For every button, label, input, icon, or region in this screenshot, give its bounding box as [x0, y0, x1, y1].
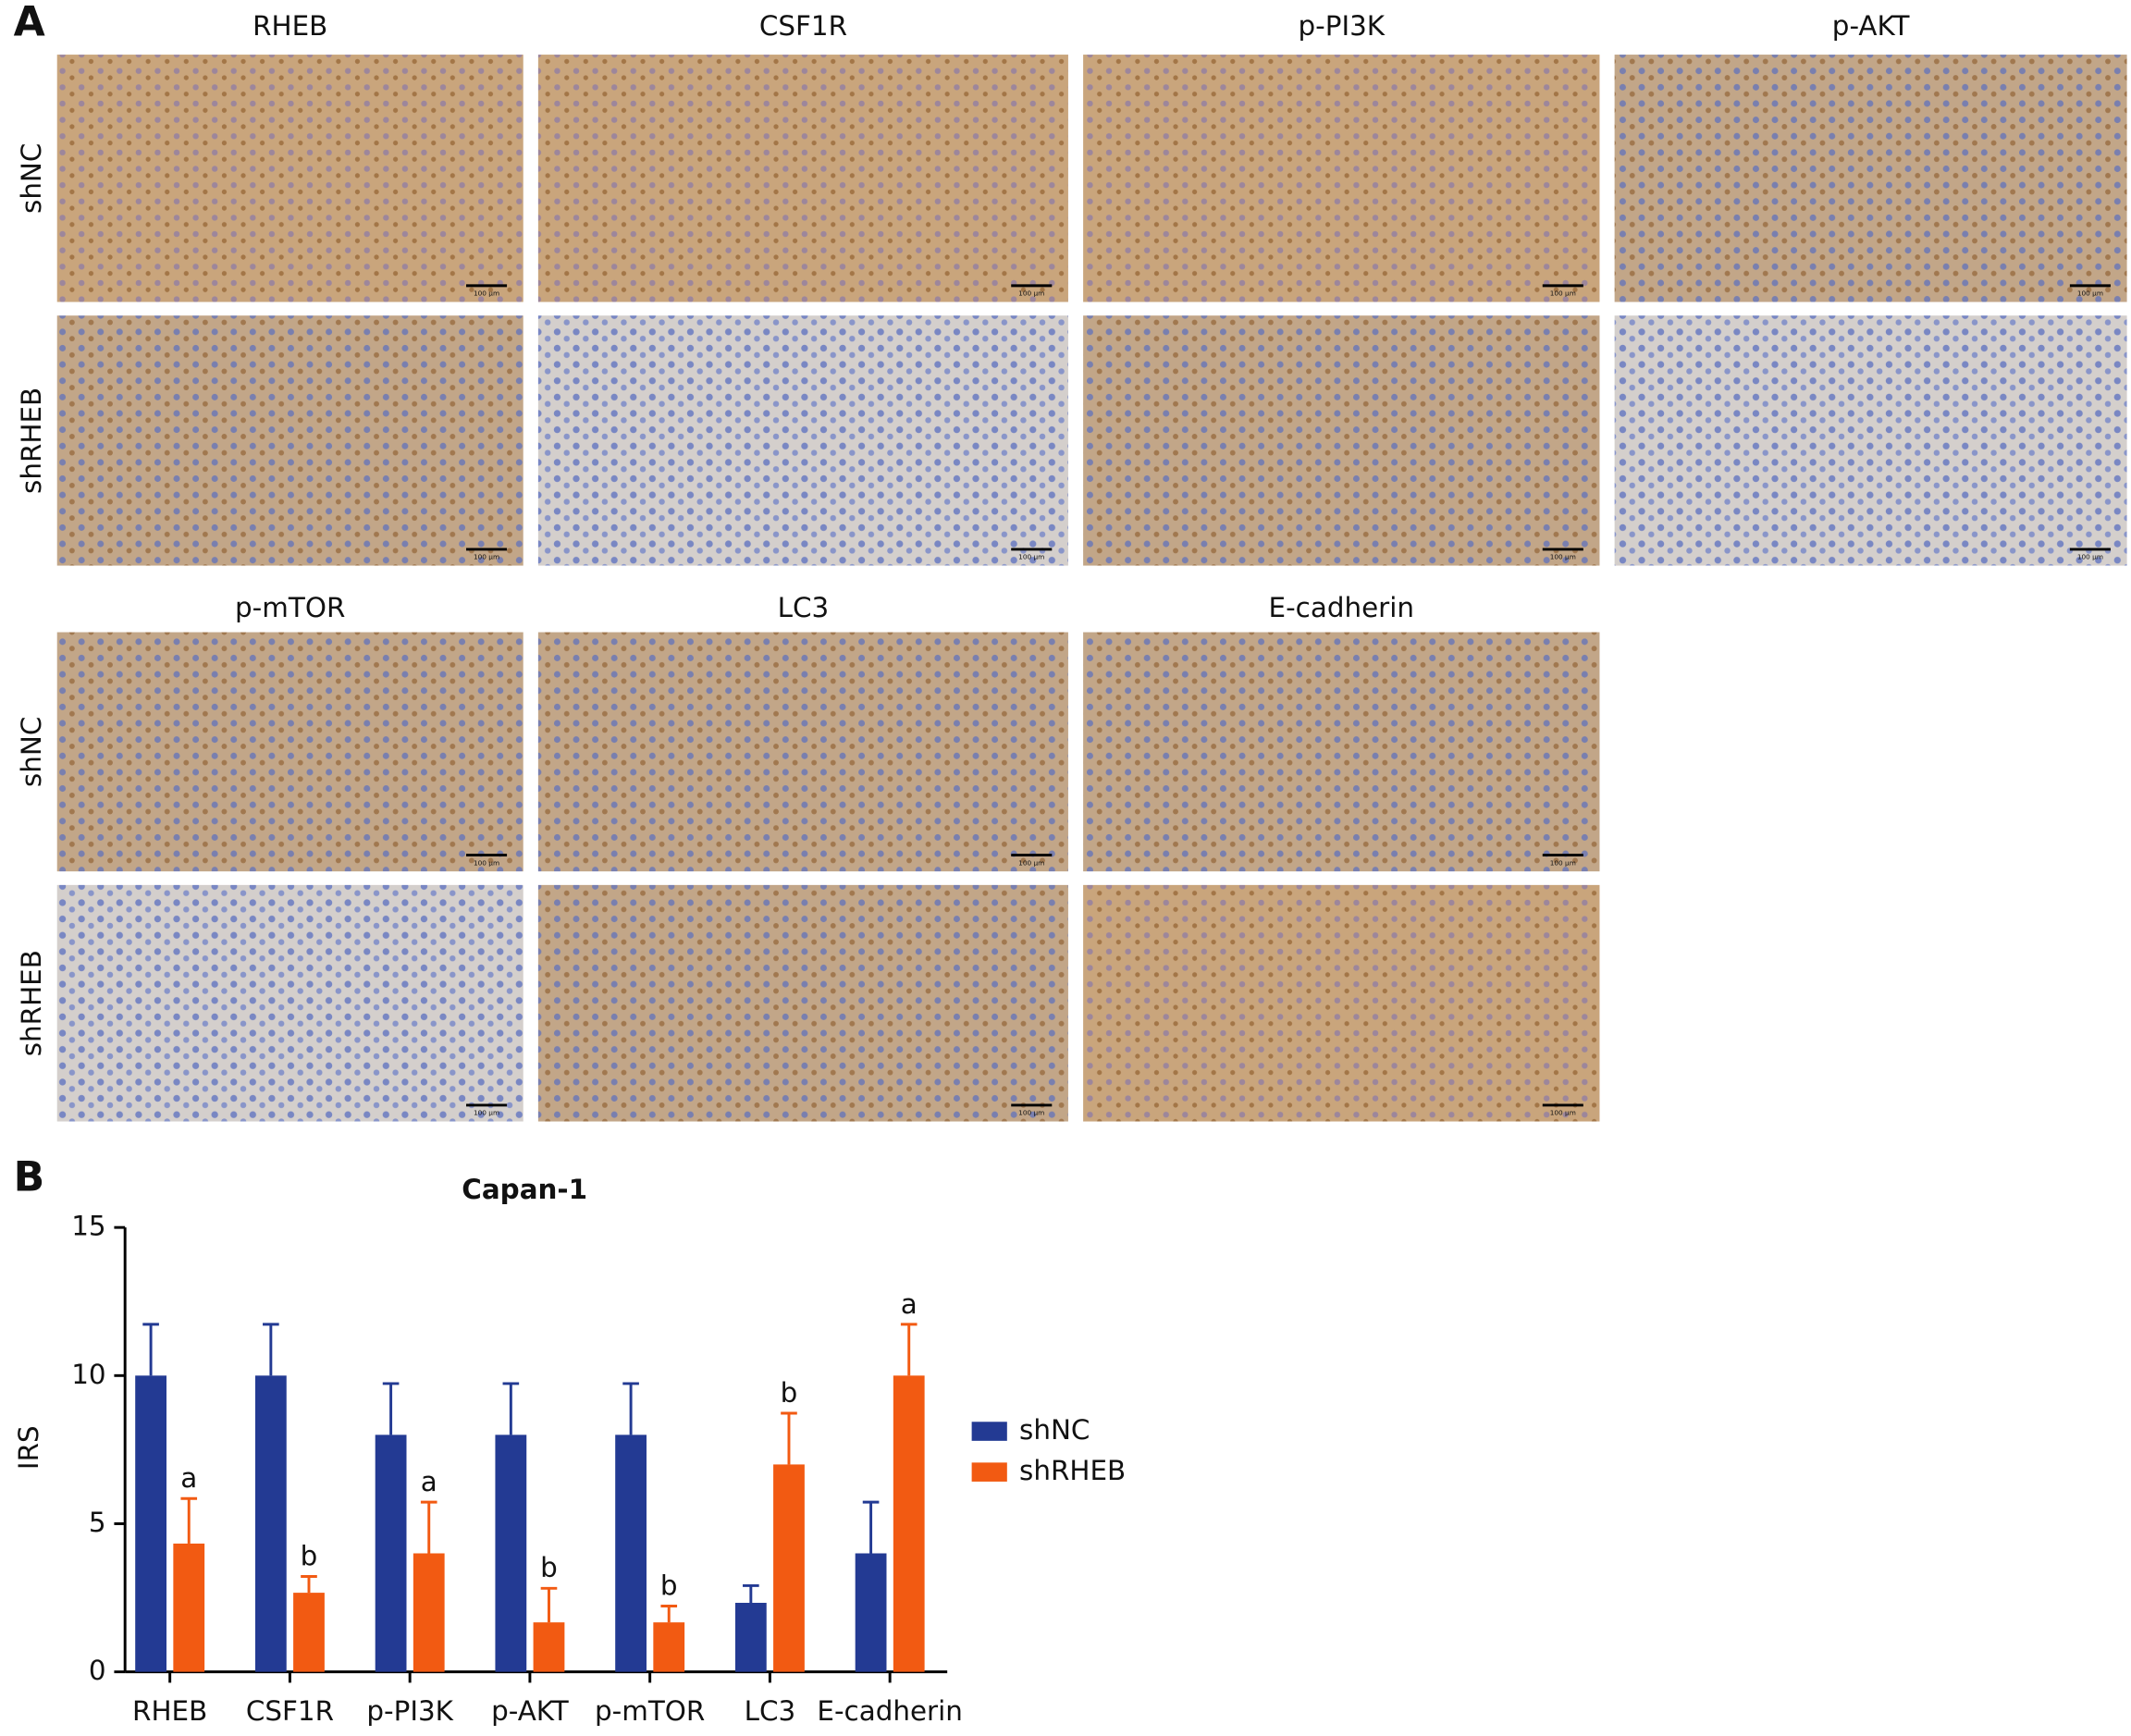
micrograph [1083, 315, 1600, 566]
legend-label: shRHEB [1019, 1455, 1126, 1486]
x-tick-label: E-cadherin [817, 1695, 963, 1727]
significance-label: b [301, 1540, 318, 1571]
micrograph [56, 315, 524, 566]
legend-swatch [971, 1422, 1007, 1441]
scale-bar-label: 100 μm [2077, 553, 2103, 561]
bar [653, 1622, 685, 1672]
scale-bar-label: 100 μm [1550, 1109, 1576, 1117]
bar [173, 1543, 205, 1672]
y-tick-label: 5 [89, 1507, 106, 1538]
scale-bar-label: 100 μm [1550, 858, 1576, 867]
legend-swatch [971, 1462, 1007, 1482]
bar [615, 1434, 647, 1672]
micrograph [1614, 55, 2127, 302]
bar [855, 1553, 887, 1672]
bar [533, 1622, 565, 1672]
column-title: RHEB [253, 10, 327, 42]
scale-bar-label: 100 μm [1550, 553, 1576, 561]
bar [495, 1434, 527, 1672]
bar [773, 1464, 805, 1672]
column-title: p-mTOR [235, 592, 345, 623]
x-tick-label: RHEB [132, 1695, 207, 1727]
column-title: p-PI3K [1298, 10, 1385, 42]
micrograph [1083, 55, 1600, 302]
micrograph [1083, 884, 1600, 1122]
bar [254, 1375, 287, 1672]
significance-label: b [660, 1570, 678, 1601]
micrograph [56, 884, 524, 1122]
bar [893, 1375, 925, 1672]
legend-label: shNC [1019, 1414, 1090, 1446]
significance-label: a [901, 1288, 918, 1320]
panel-label: A [14, 0, 45, 46]
micrograph [1614, 315, 2127, 566]
micrograph [537, 632, 1068, 872]
chart-title: Capan-1 [462, 1174, 587, 1205]
bar [375, 1434, 407, 1672]
micrograph [537, 55, 1068, 302]
x-tick-label: p-AKT [491, 1695, 570, 1727]
bar [734, 1603, 767, 1672]
row-label: shNC [16, 717, 47, 787]
scale-bar-label: 100 μm [2077, 289, 2103, 298]
scale-bar-label: 100 μm [1550, 289, 1576, 298]
bar [293, 1593, 325, 1672]
scale-bar-label: 100 μm [474, 858, 499, 867]
x-tick-label: CSF1R [246, 1695, 334, 1727]
micrograph [56, 55, 524, 302]
scale-bar-label: 100 μm [1018, 858, 1044, 867]
scale-bar-label: 100 μm [1018, 289, 1044, 298]
x-tick-label: p-PI3K [366, 1695, 453, 1727]
x-tick-label: LC3 [745, 1695, 796, 1727]
column-title: E-cadherin [1269, 592, 1415, 623]
significance-label: a [421, 1466, 437, 1497]
micrograph [537, 884, 1068, 1122]
column-title: LC3 [778, 592, 830, 623]
significance-label: b [781, 1377, 798, 1409]
column-title: CSF1R [759, 10, 847, 42]
row-label: shRHEB [16, 388, 47, 494]
significance-label: a [180, 1462, 197, 1494]
micrograph [537, 315, 1068, 566]
bar [135, 1375, 166, 1672]
scale-bar-label: 100 μm [1018, 1109, 1044, 1117]
y-tick-label: 10 [71, 1359, 105, 1390]
micrograph [1083, 632, 1600, 872]
column-title: p-AKT [1832, 10, 1911, 42]
x-tick-label: p-mTOR [595, 1695, 705, 1727]
row-label: shNC [16, 143, 47, 214]
scale-bar-label: 100 μm [474, 289, 499, 298]
row-label: shRHEB [16, 950, 47, 1056]
y-axis-label: IRS [13, 1425, 44, 1470]
significance-label: b [540, 1552, 558, 1583]
y-tick-label: 0 [89, 1655, 106, 1686]
y-tick-label: 15 [71, 1211, 105, 1242]
panel-label: B [14, 1154, 45, 1201]
scale-bar-label: 100 μm [474, 553, 499, 561]
bar [413, 1553, 445, 1672]
scale-bar-label: 100 μm [1018, 553, 1044, 561]
micrograph [56, 632, 524, 872]
scale-bar-label: 100 μm [474, 1109, 499, 1117]
